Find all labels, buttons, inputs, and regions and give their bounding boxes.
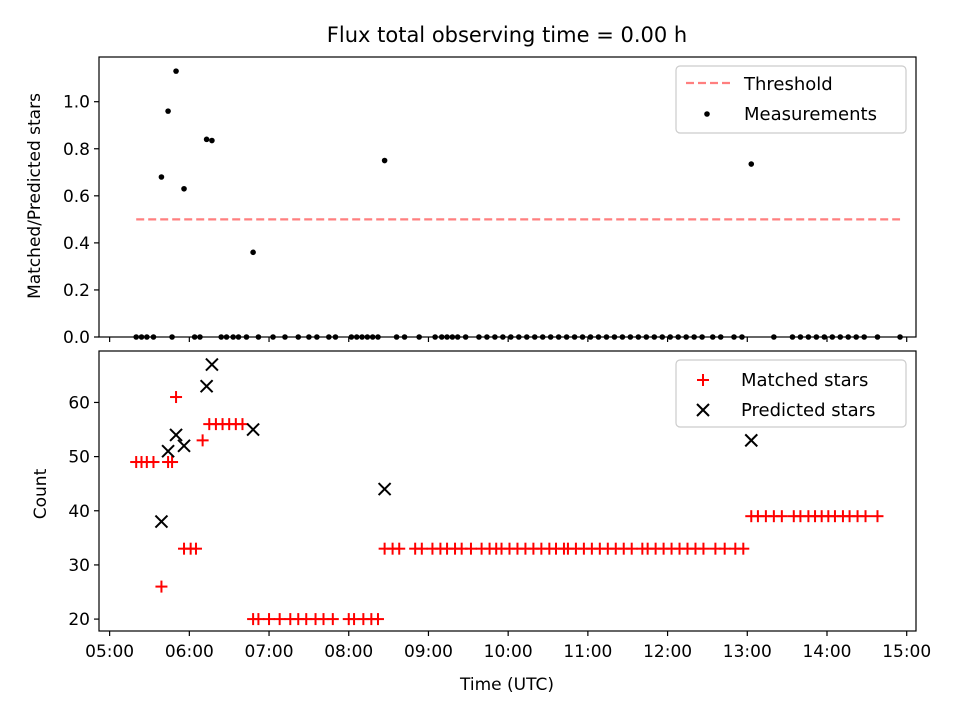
matched-star-point: [326, 613, 339, 626]
x-tick-label: 06:00: [165, 642, 214, 662]
bottom-y-tick-label: 50: [68, 448, 90, 468]
x-tick-label: 08:00: [324, 642, 373, 662]
matched-star-point: [718, 542, 731, 555]
bottom-x-ticks: 05:00 06:00 07:00 08:00 09:00 10:00 11:00 12:00…: [85, 631, 931, 662]
bottom-y-tick-label: 60: [68, 393, 90, 413]
predicted-star-point: [377, 482, 392, 496]
predicted-star-point: [744, 433, 758, 448]
ratio-panel: Flux total observing time = 0.00 h Match…: [25, 23, 917, 348]
x-tick-label: 12:00: [643, 642, 692, 662]
matched-legend-swatch: [697, 374, 709, 386]
bottom-y-axis-title: Count: [31, 468, 51, 519]
predicted-star-point: [205, 357, 219, 372]
x-tick-label: 09:00: [404, 642, 453, 662]
predicted-star-point: [177, 439, 191, 453]
x-tick-label: 11:00: [563, 642, 612, 662]
bottom-y-tick-label: 30: [68, 556, 90, 576]
top-y-ticks: 0.0 0.2 0.4 0.6 0.8 1.0: [63, 93, 99, 348]
bottom-legend: Matched stars Predicted stars: [675, 359, 907, 428]
predicted-star-point: [161, 444, 175, 458]
measurement-point: [165, 108, 171, 114]
bottom-plot-area: [130, 357, 884, 626]
matched-star-point: [196, 434, 209, 447]
x-tick-label: 07:00: [245, 642, 294, 662]
measurement-point: [748, 161, 755, 167]
count-panel: Count Time (UTC) 20 30 40 50 60 05:00 06:00 07…: [31, 350, 931, 695]
matched-star-point: [859, 510, 872, 523]
measurement-point: [173, 68, 179, 74]
measurement-point: [203, 136, 210, 143]
matched-star-point: [775, 510, 788, 523]
x-tick-label: 15:00: [882, 642, 931, 662]
x-tick-label: 14:00: [802, 642, 851, 662]
predicted-legend-swatch: [696, 403, 710, 417]
predicted-star-point: [169, 428, 183, 442]
bottom-legend-box: [675, 359, 907, 428]
top-y-tick-label: 0.6: [63, 187, 90, 207]
matched-star-point: [625, 542, 638, 555]
measurement-point: [250, 249, 256, 256]
matched-star-point: [155, 580, 168, 593]
top-legend: Threshold Measurements: [675, 65, 907, 134]
top-axes-frame: [98, 56, 917, 338]
matched-star-point: [170, 391, 183, 404]
top-y-axis-title: Matched/Predicted stars: [25, 93, 45, 299]
x-tick-label: 05:00: [85, 642, 134, 662]
bottom-y-ticks: 20 30 40 50 60: [68, 393, 99, 630]
matched-star-point: [464, 542, 477, 555]
x-tick-label: 13:00: [723, 642, 772, 662]
top-y-tick-label: 0.4: [63, 234, 90, 254]
top-y-tick-label: 0.8: [63, 140, 90, 160]
matched-star-point: [263, 613, 276, 626]
bottom-y-tick-label: 40: [68, 502, 90, 522]
bottom-y-tick-label: 20: [68, 610, 90, 630]
measurement-point: [381, 157, 388, 164]
measurement-point: [181, 185, 187, 192]
x-axis-title: Time (UTC): [459, 675, 554, 695]
matched-legend-label: Matched stars: [741, 370, 868, 391]
matched-star-point: [147, 456, 160, 469]
threshold-legend-label: Threshold: [743, 74, 833, 95]
matched-star-point: [697, 542, 710, 555]
top-y-tick-label: 0.0: [63, 328, 90, 348]
matched-star-point: [737, 542, 750, 555]
matched-star-point: [273, 613, 286, 626]
chart-title: Flux total observing time = 0.00 h: [327, 23, 687, 47]
matched-star-point: [236, 418, 249, 431]
top-y-tick-label: 1.0: [63, 93, 90, 113]
matched-star-point: [252, 613, 265, 626]
top-y-tick-label: 0.2: [63, 281, 90, 301]
matched-star-point: [393, 542, 406, 555]
matched-star-point: [189, 542, 202, 555]
measurement-point: [158, 174, 165, 180]
top-plot-area: [133, 68, 903, 340]
measurements-legend-label: Measurements: [744, 104, 877, 125]
matched-star-point: [871, 510, 884, 523]
measurement-point: [209, 137, 215, 144]
predicted-star-point: [154, 514, 169, 529]
measurements-legend-swatch: [704, 111, 710, 117]
top-legend-box: [675, 65, 907, 134]
x-tick-label: 10:00: [484, 642, 533, 662]
predicted-star-point: [199, 379, 214, 393]
predicted-legend-label: Predicted stars: [741, 400, 875, 421]
matched-star-point: [166, 456, 179, 469]
bottom-axes-frame: [98, 350, 917, 632]
predicted-star-point: [246, 422, 260, 437]
matched-star-point: [371, 613, 384, 626]
matched-star-point: [415, 542, 428, 555]
